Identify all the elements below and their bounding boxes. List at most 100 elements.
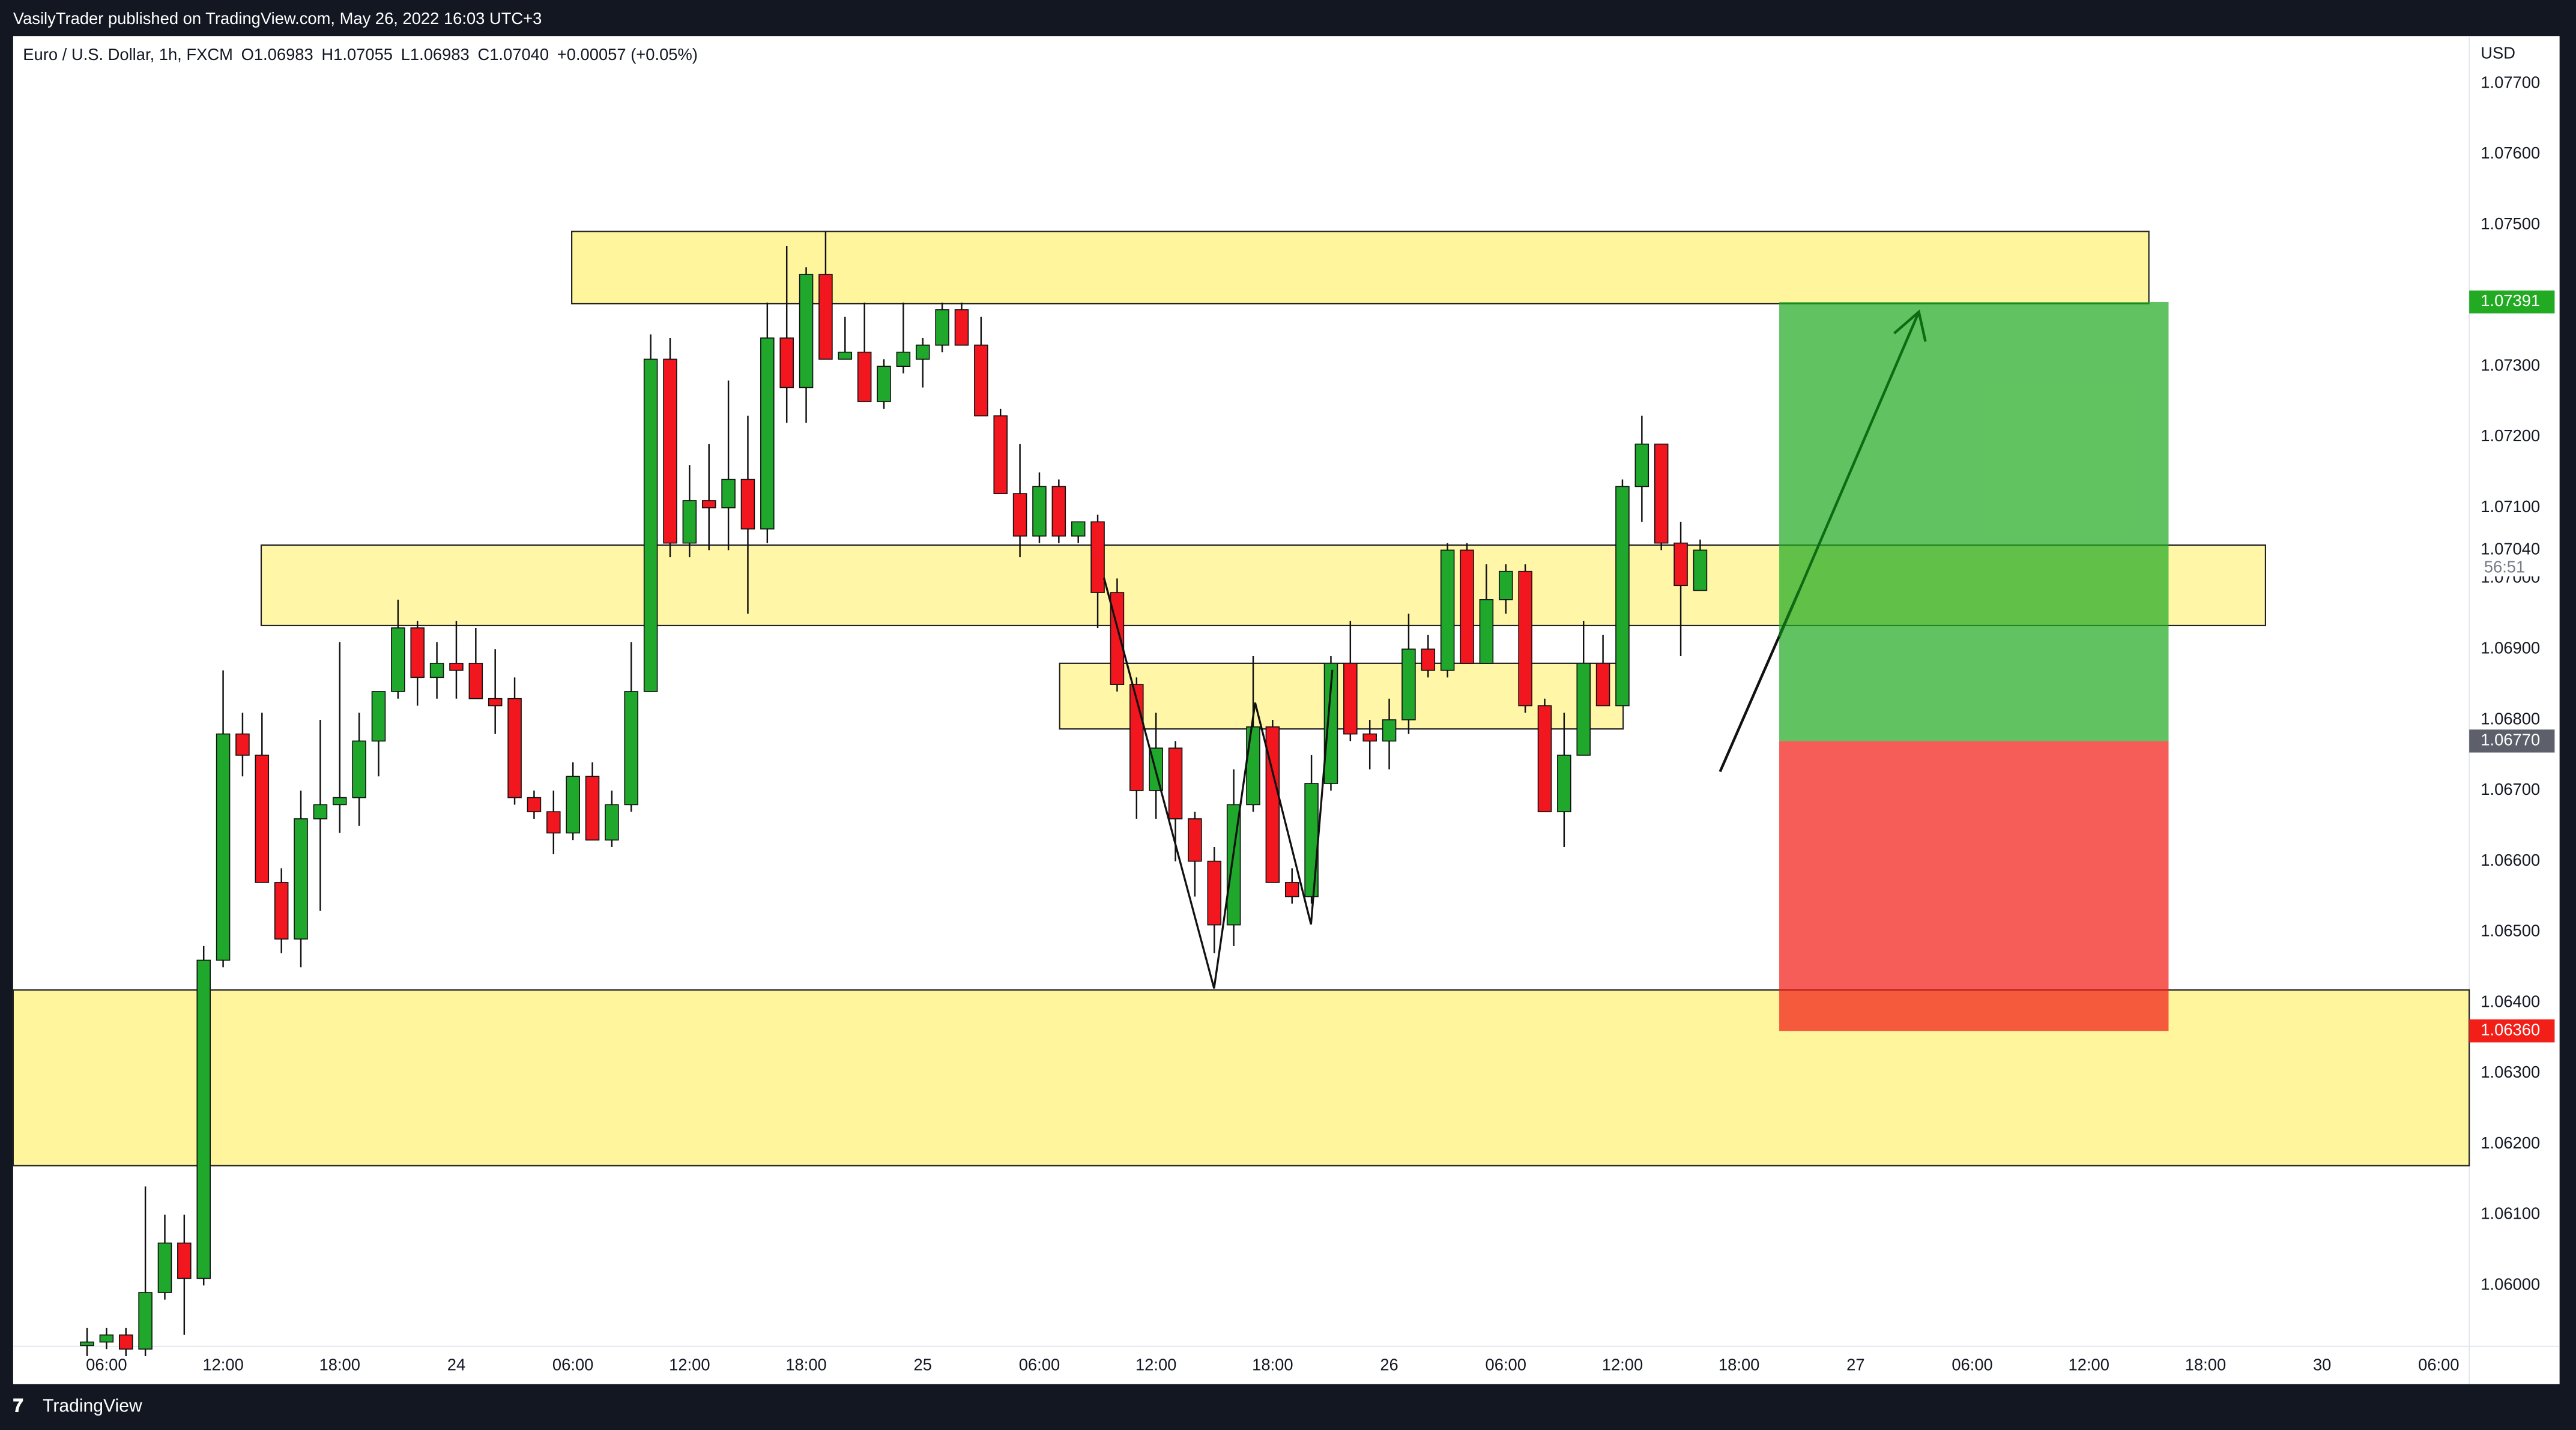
candle-body: [449, 663, 464, 671]
x-tick-label: 18:00: [1252, 1356, 1293, 1374]
legend: Euro / U.S. Dollar, 1h, FXCM O1.06983 H1.0…: [23, 45, 698, 64]
candle-body: [429, 663, 444, 678]
candle-body: [896, 351, 911, 367]
x-tick-label: 12:00: [669, 1356, 710, 1374]
y-tick-label: 1.06100: [2481, 1204, 2540, 1223]
candle-body: [1265, 726, 1280, 883]
candle-body: [1460, 549, 1474, 664]
candle-body: [527, 797, 542, 812]
candle-body: [333, 797, 347, 806]
candle-body: [157, 1242, 172, 1293]
brand: TradingView: [43, 1396, 142, 1416]
candle-body: [255, 755, 270, 883]
candle-body: [760, 337, 775, 529]
x-tick-label: 27: [1846, 1356, 1864, 1374]
y-tick-label: 1.06200: [2481, 1133, 2540, 1152]
candle-body: [1343, 663, 1358, 735]
candle-body: [740, 478, 755, 529]
candle-body: [118, 1334, 133, 1350]
candle-body: [468, 663, 483, 699]
candle-body: [605, 804, 619, 841]
x-tick-label: 24: [447, 1356, 465, 1374]
x-tick-label: 18:00: [1719, 1356, 1759, 1374]
high: H1.07055: [321, 45, 393, 64]
candle-body: [624, 691, 639, 806]
y-tick-label: 1.07600: [2481, 143, 2540, 162]
logo: 𝟕: [13, 1396, 23, 1416]
candle-body: [993, 415, 1008, 494]
x-tick-label: 12:00: [2069, 1356, 2109, 1374]
x-tick-label: 26: [1380, 1356, 1398, 1374]
candle-body: [352, 740, 366, 798]
arrow: [1778, 311, 1920, 638]
candle-body: [1595, 663, 1610, 707]
candle-body: [1479, 599, 1494, 664]
candle-body: [1421, 648, 1436, 671]
zigzag: [1102, 578, 1334, 989]
x-tick-label: 12:00: [1135, 1356, 1176, 1374]
candle-body: [274, 882, 289, 940]
candle-body: [1168, 747, 1183, 819]
candle-body: [1557, 755, 1571, 812]
target-label: 1.07391: [2481, 291, 2540, 310]
candle-body: [488, 698, 503, 707]
candle-body: [682, 500, 697, 544]
candle-body: [196, 959, 211, 1279]
candle-body: [916, 345, 930, 360]
y-tick-label: 1.06900: [2481, 638, 2540, 657]
y-tick-label: 1.06600: [2481, 851, 2540, 869]
candle-body: [1323, 663, 1338, 784]
candle-body: [216, 733, 231, 961]
candle-body: [974, 345, 988, 417]
close: C1.07040: [477, 45, 549, 64]
stop-label-bg: [2469, 1019, 2555, 1043]
x-tick-label: 30: [2313, 1356, 2331, 1374]
publisher: VasilyTrader published on TradingView.co…: [13, 9, 542, 28]
candle-body: [857, 351, 872, 402]
candle-body: [1032, 486, 1047, 537]
candle-body: [721, 478, 736, 508]
stop-label: 1.06360: [2481, 1020, 2540, 1039]
symbol: Euro / U.S. Dollar, 1h, FXCM: [23, 45, 233, 64]
x-tick-label: 25: [914, 1356, 932, 1374]
x-tick-label: 18:00: [785, 1356, 826, 1374]
candle-body: [313, 804, 328, 819]
y-tick-label: 1.06700: [2481, 780, 2540, 798]
x-tick-label: 12:00: [202, 1356, 243, 1374]
x-tick-label: 06:00: [552, 1356, 593, 1374]
x-tick-label: 06:00: [2418, 1356, 2459, 1374]
candle-body: [1284, 882, 1299, 898]
entry-label: 1.06770: [2481, 731, 2540, 749]
y-tick-label: 1.07700: [2481, 73, 2540, 91]
candle-body: [877, 366, 891, 402]
candle-body: [799, 274, 814, 388]
candle-body: [1693, 549, 1708, 591]
arrow-head: [1893, 309, 1927, 342]
y-tick-label: 1.07100: [2481, 497, 2540, 516]
candle-body: [138, 1292, 153, 1350]
candle-body: [1246, 726, 1260, 806]
y-tick-label: 1.07500: [2481, 214, 2540, 233]
candle-body: [779, 337, 794, 388]
candle-body: [954, 309, 969, 346]
candle-body: [701, 500, 716, 508]
candle-body: [80, 1341, 94, 1347]
candle-body: [585, 776, 600, 841]
candle-body: [410, 627, 425, 678]
candle-body: [177, 1242, 192, 1279]
drawings: [1102, 309, 1927, 989]
candle-body: [1673, 542, 1688, 587]
footer: 𝟕 TradingView: [13, 1396, 142, 1416]
x-tick-label: 06:00: [1019, 1356, 1060, 1374]
x-tick-label: 06:00: [1952, 1356, 1992, 1374]
zone: [571, 231, 2150, 305]
x-tick-label: 18:00: [2185, 1356, 2226, 1374]
candle-body: [391, 627, 405, 692]
candle-body: [1498, 570, 1513, 600]
candle-body: [838, 351, 853, 360]
candle-body: [371, 691, 386, 742]
candle-body: [1576, 663, 1591, 756]
candle-body: [1071, 521, 1086, 537]
